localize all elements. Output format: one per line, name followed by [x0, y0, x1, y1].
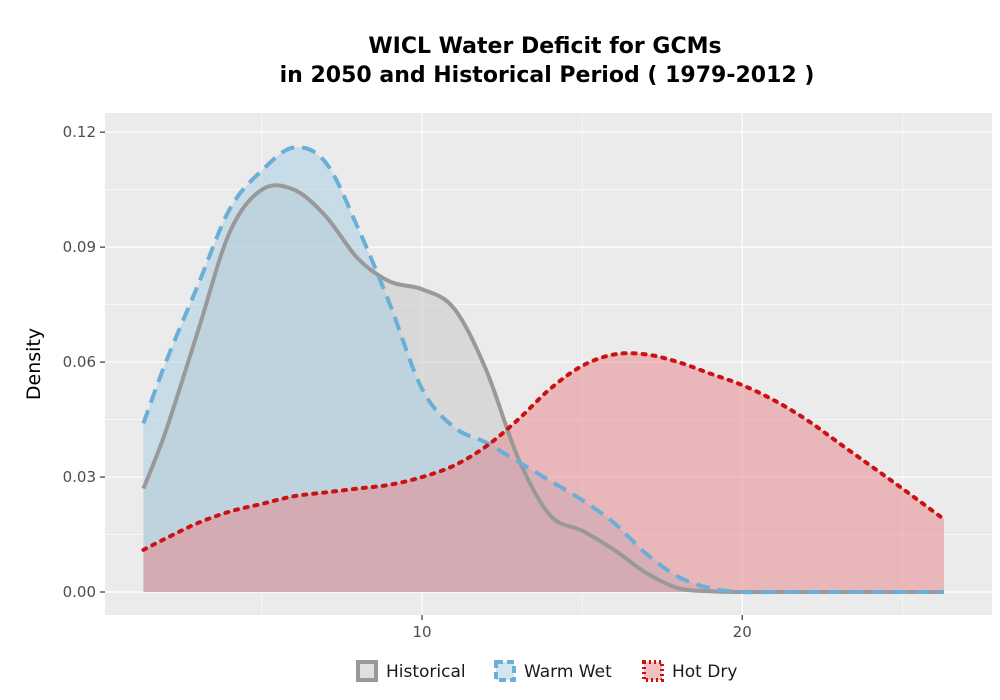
legend: Historical Warm Wet Hot Dry — [356, 660, 737, 682]
y-tick-label: 0.09 — [63, 238, 96, 256]
y-tick-label: 0.03 — [63, 468, 96, 486]
area-hot-dry — [143, 353, 944, 593]
area-warm-wet — [143, 147, 944, 593]
line-warm-wet — [141, 145, 944, 595]
x-axis: 10 20 — [412, 615, 752, 641]
y-tick-label: 0.00 — [63, 583, 96, 601]
legend-label-hot-dry: Hot Dry — [672, 662, 737, 682]
legend-label-historical: Historical — [386, 662, 466, 682]
chart-title-line-1: WICL Water Deficit for GCMs — [368, 34, 721, 59]
y-axis-title: Density — [23, 328, 45, 400]
legend-key-hot-dry — [642, 660, 664, 682]
legend-item-hot-dry: Hot Dry — [642, 660, 737, 682]
y-axis: 0.00 0.03 0.06 0.09 0.12 — [63, 123, 105, 601]
y-tick-label: 0.06 — [63, 353, 96, 371]
legend-label-warm-wet: Warm Wet — [524, 662, 612, 682]
legend-item-historical: Historical — [356, 660, 466, 682]
legend-item-warm-wet: Warm Wet — [494, 660, 612, 682]
legend-key-warm-wet — [494, 660, 516, 682]
chart-title-line-2: in 2050 and Historical Period ( 1979-201… — [280, 63, 815, 88]
legend-key-historical — [356, 660, 378, 682]
line-hot-dry — [141, 351, 946, 552]
y-tick-label: 0.12 — [63, 123, 96, 141]
density-lines — [141, 145, 946, 595]
x-tick-label: 20 — [733, 623, 752, 641]
x-tick-label: 10 — [412, 623, 431, 641]
